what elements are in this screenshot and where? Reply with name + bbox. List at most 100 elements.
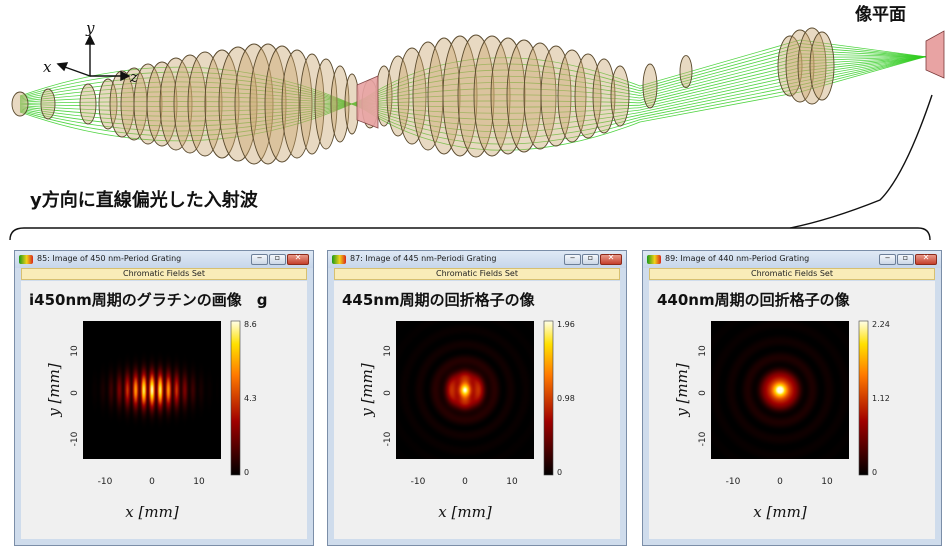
lens-element: [98, 78, 118, 130]
colorbar-max: 1.96: [557, 320, 575, 329]
axis-label-x: x: [43, 58, 52, 76]
lens-element: [234, 43, 274, 165]
minimize-button[interactable]: ‒: [251, 253, 268, 265]
maximize-button[interactable]: ▫: [897, 253, 914, 265]
maximize-button[interactable]: ▫: [582, 253, 599, 265]
tab-chromatic-fields-set[interactable]: Chromatic Fields Set: [334, 268, 620, 280]
heatmap-image-3: [711, 321, 849, 459]
close-button[interactable]: ✕: [915, 253, 937, 265]
minimize-button[interactable]: ‒: [879, 253, 896, 265]
x-axis-label: x [mm]: [438, 503, 492, 521]
minimize-icon: ‒: [256, 253, 263, 262]
lens-element: [299, 53, 325, 155]
lens-element: [281, 49, 313, 159]
field-intensity-plot: 8.6 4.3 0 -10 0 10 10 0 -10 x [mm] y [mm…: [45, 320, 257, 521]
maximize-icon: ▫: [587, 253, 594, 262]
x-tick: 10: [506, 477, 518, 487]
intermediate-plane: [356, 75, 379, 129]
colorbar-min: 0: [872, 468, 877, 477]
close-icon: ✕: [922, 253, 930, 262]
colorbar-2: [543, 320, 554, 476]
x-tick: 0: [462, 477, 468, 487]
coordinate-axes: [56, 34, 131, 82]
tab-chromatic-fields-set[interactable]: Chromatic Fields Set: [649, 268, 935, 280]
lens-element: [473, 35, 511, 157]
plot-title: i450nm周期のグラチンの画像 g: [29, 291, 268, 309]
image-plane: [925, 30, 945, 79]
lens-element: [249, 43, 287, 165]
plot-title: 440nm周期の回折格子の像: [657, 291, 850, 309]
colorbar-1: [230, 320, 241, 476]
x-tick: 0: [149, 477, 155, 487]
maximize-button[interactable]: ▫: [269, 253, 286, 265]
lens-element: [457, 34, 495, 158]
lens-group: [11, 27, 835, 165]
x-tick: 0: [777, 477, 783, 487]
plot-title: 445nm周期の回折格子の像: [342, 291, 535, 309]
y-tick: 0: [383, 390, 393, 396]
colorbar-mid: 4.3: [244, 394, 257, 403]
minimize-button[interactable]: ‒: [564, 253, 581, 265]
result-window-3[interactable]: 89: Image of 440 nm-Period Grating ‒ ▫ ✕…: [642, 250, 942, 546]
maximize-icon: ▫: [274, 253, 281, 262]
window-title: 87: Image of 445 nm-Periodi Grating: [350, 254, 497, 263]
y-axis-label: y [mm]: [358, 363, 376, 418]
window-titlebar[interactable]: 89: Image of 440 nm-Period Grating ‒ ▫ ✕: [643, 251, 941, 268]
field-intensity-plot: 1.96 0.98 0 -10 0 10 10 0 -10 x [mm] y […: [358, 320, 575, 521]
lens-element: [159, 57, 193, 151]
lens-element: [330, 65, 350, 143]
result-window-2[interactable]: 87: Image of 445 nm-Periodi Grating ‒ ▫ …: [327, 250, 627, 546]
heatmap-image-2: [396, 321, 534, 459]
y-tick: 0: [698, 390, 708, 396]
result-window-1[interactable]: 85: Image of 450 nm-Period Grating ‒ ▫ ✕…: [14, 250, 314, 546]
app-icon: [647, 255, 661, 264]
lens-element: [809, 31, 835, 101]
colorbar-3: [858, 320, 869, 476]
x-tick: -10: [726, 477, 741, 487]
lens-element: [133, 63, 163, 145]
incident-wave-label: y方向に直線偏光した入射波: [30, 190, 258, 211]
plot-pane: 440nm周期の回折格子の像 2.24 1.12 0 -10 0 10 10 0…: [649, 281, 935, 539]
lens-element: [146, 61, 178, 147]
x-tick: -10: [98, 477, 113, 487]
y-tick: -10: [698, 431, 708, 446]
window-titlebar[interactable]: 85: Image of 450 nm-Period Grating ‒ ▫ ✕: [15, 251, 313, 268]
plot-pane: 445nm周期の回折格子の像 1.96 0.98 0 -10 0 10 10 0…: [334, 281, 620, 539]
tab-chromatic-fields-set[interactable]: Chromatic Fields Set: [21, 268, 307, 280]
colorbar-mid: 1.12: [872, 394, 890, 403]
app-icon: [332, 255, 346, 264]
y-axis-label: y [mm]: [45, 363, 63, 418]
close-icon: ✕: [607, 253, 615, 262]
lens-element: [442, 35, 478, 157]
window-titlebar[interactable]: 87: Image of 445 nm-Periodi Grating ‒ ▫ …: [328, 251, 626, 268]
lens-element: [218, 46, 258, 162]
axis-label-y: y: [85, 19, 95, 37]
lens-element: [610, 65, 630, 127]
close-button[interactable]: ✕: [287, 253, 309, 265]
lens-element: [679, 55, 693, 89]
window-title: 85: Image of 450 nm-Period Grating: [37, 254, 182, 263]
optical-system-diagram: y x z: [11, 19, 945, 165]
lens-element: [397, 47, 427, 145]
x-axis-label: x [mm]: [753, 503, 807, 521]
colorbar-min: 0: [557, 468, 562, 477]
lens-element: [314, 58, 338, 150]
close-icon: ✕: [294, 253, 302, 262]
x-axis-label: x [mm]: [125, 503, 179, 521]
close-button[interactable]: ✕: [600, 253, 622, 265]
lens-element: [40, 88, 56, 120]
colorbar-max: 2.24: [872, 320, 890, 329]
colorbar-max: 8.6: [244, 320, 257, 329]
app-icon: [19, 255, 33, 264]
image-plane-label: 像平面: [855, 5, 906, 25]
lens-element: [642, 63, 658, 109]
y-tick: 10: [698, 345, 708, 357]
lens-element: [540, 45, 572, 147]
lens-element: [79, 83, 97, 125]
lens-element: [557, 49, 587, 143]
lens-element: [173, 54, 207, 154]
colorbar-mid: 0.98: [557, 394, 575, 403]
y-tick: 10: [70, 345, 80, 357]
axis-label-z: z: [129, 68, 138, 86]
y-tick: -10: [70, 431, 80, 446]
